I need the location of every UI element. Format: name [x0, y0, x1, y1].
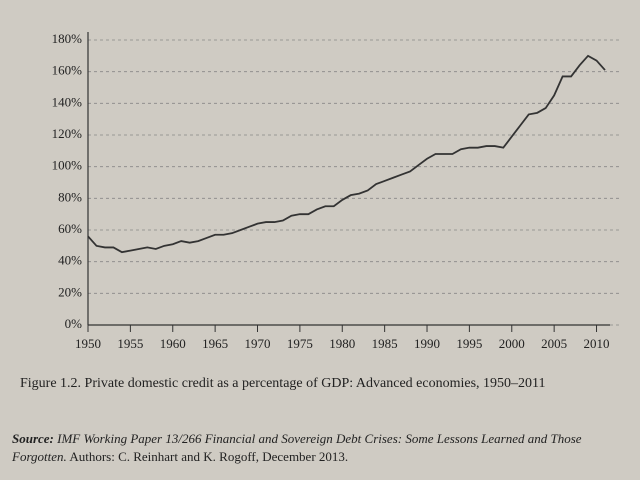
source-label: Source: [12, 431, 54, 446]
line-series [87, 54, 606, 254]
y-tick-label: 140% [52, 94, 83, 109]
chart: 0% 20% 40% 60% 80% 100% 120% 140% 160% 180% 1950 19… [52, 31, 620, 351]
x-tick-label: 1995 [456, 336, 482, 351]
x-tick-label: 1970 [245, 336, 271, 351]
y-tick-label: 20% [58, 284, 82, 299]
source-text: IMF Working Paper 13/266 [57, 431, 202, 446]
x-tick-label: 1985 [372, 336, 398, 351]
y-tick-label: 80% [58, 189, 82, 204]
y-tick-label: 0% [65, 316, 83, 331]
x-tick-label: 2010 [584, 336, 610, 351]
x-tick-label: 2005 [541, 336, 567, 351]
y-tick-label: 160% [52, 63, 83, 78]
y-tick-label: 40% [58, 253, 82, 268]
source: Source: IMF Working Paper 13/266 Financi… [12, 430, 632, 466]
x-tick-label: 1980 [329, 336, 355, 351]
x-tick-label: 1990 [414, 336, 440, 351]
x-tick-label: 1965 [202, 336, 228, 351]
source-title: Financial and Sovereign Debt Crises: Som… [12, 431, 582, 464]
y-tick-label: 60% [58, 221, 82, 236]
x-tick-label: 1955 [117, 336, 143, 351]
y-tick-label: 100% [52, 158, 83, 173]
x-tick-label: 1975 [287, 336, 313, 351]
y-tick-label: 120% [52, 126, 83, 141]
caption: Figure 1.2. Private domestic credit as a… [20, 376, 546, 391]
x-tick-label: 2000 [499, 336, 525, 351]
x-tick-label: 1950 [75, 336, 101, 351]
x-tick-label: 1960 [160, 336, 186, 351]
source-authors: Authors: C. Reinhart and K. Rogoff, Dece… [69, 449, 349, 464]
y-tick-label: 180% [52, 31, 83, 46]
